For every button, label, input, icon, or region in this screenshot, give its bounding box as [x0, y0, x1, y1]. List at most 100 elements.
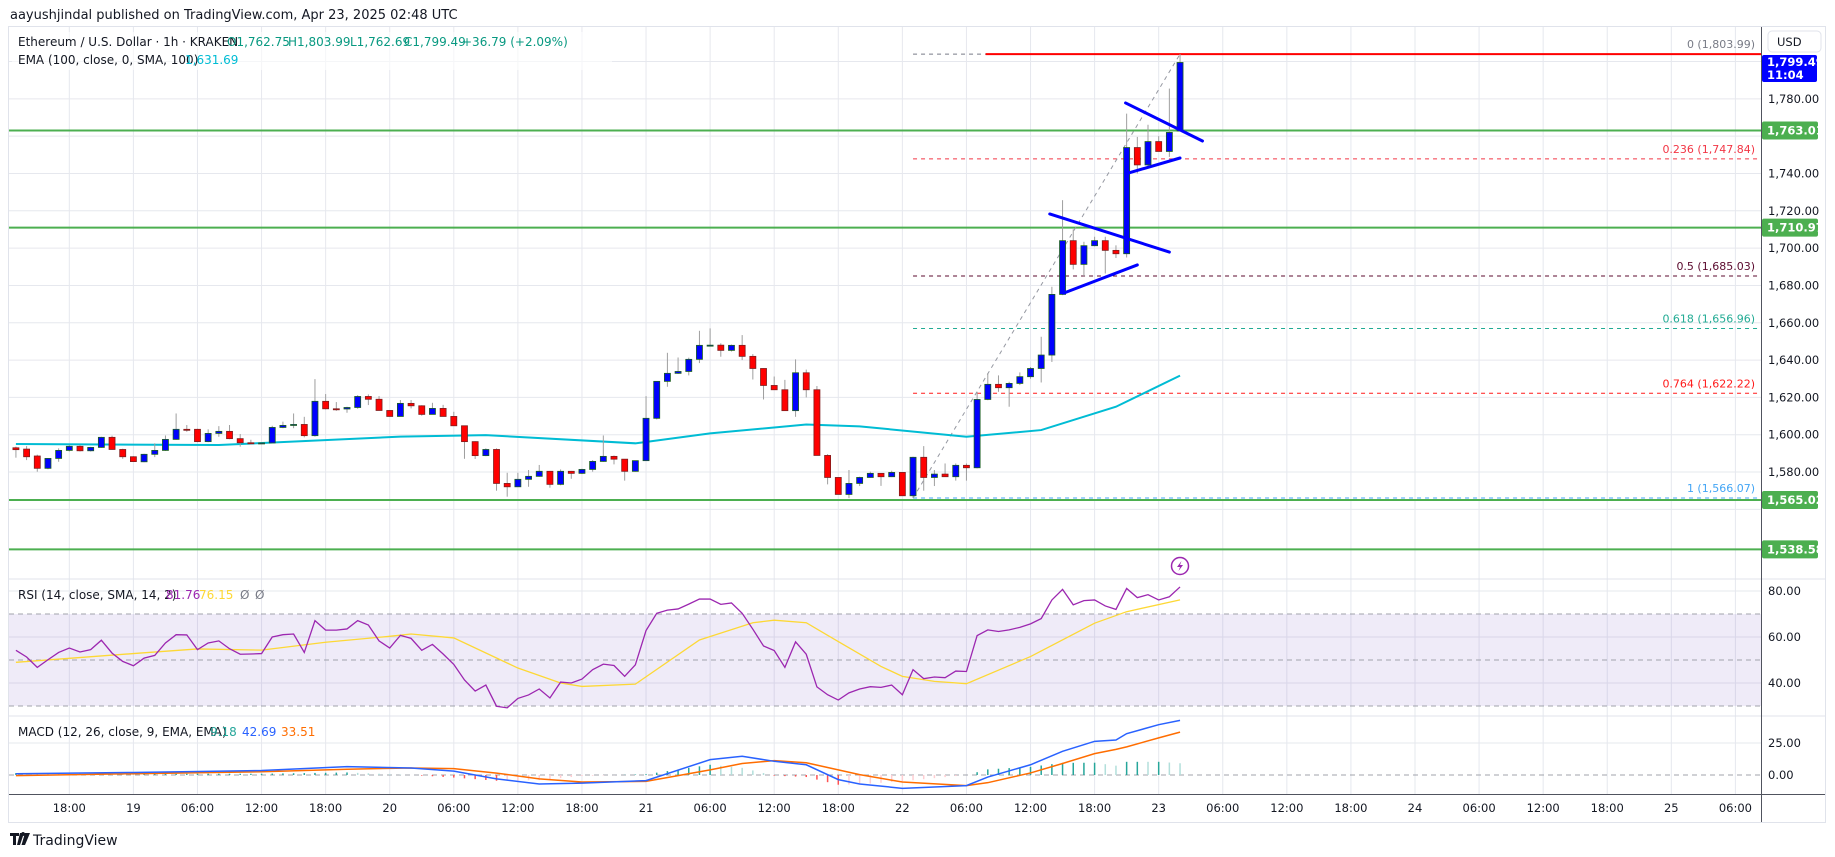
- candle: [984, 373, 992, 401]
- alert-icon[interactable]: [1170, 556, 1190, 576]
- macd-label[interactable]: MACD (12, 26, close, 9, EMA, EMA): [18, 725, 227, 739]
- triangle-pattern-line[interactable]: [1062, 263, 1139, 295]
- candle-body: [578, 469, 586, 474]
- candle: [450, 411, 458, 427]
- candle: [97, 436, 105, 448]
- candle: [610, 455, 618, 465]
- fib-trend-line[interactable]: [912, 53, 1181, 499]
- candle: [183, 425, 191, 432]
- time-tick-label: 24: [1408, 801, 1423, 815]
- candle: [824, 454, 831, 485]
- candle-body: [226, 430, 233, 440]
- candle: [706, 328, 714, 347]
- candle-body: [973, 399, 981, 469]
- macd-pane[interactable]: [9, 719, 1761, 790]
- triangle-pattern-line[interactable]: [1127, 156, 1182, 175]
- candle: [1165, 88, 1173, 157]
- rsi-band-lines: [9, 613, 1761, 707]
- rsi-pane[interactable]: [15, 586, 1181, 709]
- candle-body: [33, 455, 41, 469]
- candle: [503, 472, 511, 497]
- price-pane[interactable]: 0 (1,803.99) 0.236 (1,747.84) 0.5 (1,685.0…: [9, 38, 1761, 551]
- candle-body: [1144, 141, 1152, 166]
- candle-body: [674, 371, 682, 374]
- time-tick-label: 12:00: [1270, 801, 1303, 815]
- candle: [311, 379, 319, 437]
- candle-body: [97, 436, 105, 448]
- candle: [204, 429, 212, 443]
- candle: [140, 453, 148, 463]
- time-tick-label: 06:00: [694, 801, 727, 815]
- candle-body: [364, 396, 372, 400]
- time-tick-label: 12:00: [758, 801, 791, 815]
- candle: [354, 395, 362, 409]
- price-tick-label: 1,720.00: [1768, 204, 1819, 218]
- candle: [738, 335, 746, 361]
- triangle-pattern-line[interactable]: [1048, 212, 1171, 254]
- macd-axis[interactable]: 25.00 0.00: [1768, 736, 1801, 782]
- candle: [194, 428, 201, 443]
- macd-legend[interactable]: MACD (12, 26, close, 9, EMA, EMA) 9.18 4…: [18, 725, 315, 739]
- tradingview-logo[interactable]: TradingView: [10, 832, 118, 849]
- candle: [33, 454, 41, 472]
- candle-body: [1048, 294, 1056, 356]
- candle: [226, 425, 233, 440]
- macd-tick-label: 0.00: [1768, 768, 1794, 782]
- candle: [834, 477, 842, 495]
- candle-body: [1165, 132, 1173, 152]
- currency-button[interactable]: USD: [1767, 30, 1822, 53]
- candle: [23, 446, 31, 461]
- ema-label[interactable]: EMA (100, close, 0, SMA, 100): [18, 53, 198, 67]
- fib-label: 0.5 (1,685.03): [1676, 260, 1755, 273]
- symbol-legend[interactable]: Ethereum / U.S. Dollar · 1h · KRAKEN O1,…: [18, 35, 568, 49]
- rsi-extra-2: Ø: [255, 588, 264, 602]
- symbol-name[interactable]: Ethereum / U.S. Dollar · 1h · KRAKEN: [18, 35, 238, 49]
- candle-body: [236, 438, 244, 444]
- rsi-label[interactable]: RSI (14, close, SMA, 14, 2): [18, 588, 176, 602]
- candle-body: [610, 455, 618, 460]
- candle: [55, 448, 63, 462]
- candle: [439, 404, 447, 417]
- candle: [1037, 336, 1045, 383]
- candle-body: [642, 417, 650, 462]
- ema-legend[interactable]: EMA (100, close, 0, SMA, 100) 1,631.69: [18, 53, 238, 67]
- candle: [995, 375, 1002, 392]
- candle: [471, 441, 479, 459]
- candle-body: [55, 450, 63, 459]
- candle: [322, 394, 330, 410]
- candle-body: [396, 402, 404, 417]
- price-tick-label: 1,580.00: [1768, 465, 1819, 479]
- candle: [952, 463, 960, 481]
- candle-body: [471, 441, 479, 457]
- time-tick-label: 18:00: [1591, 801, 1624, 815]
- rsi-legend[interactable]: RSI (14, close, SMA, 14, 2) 81.76 76.15 …: [18, 588, 264, 602]
- time-tick-label: 18:00: [1334, 801, 1367, 815]
- candle: [247, 439, 255, 445]
- candle-body: [792, 372, 799, 412]
- candle: [941, 463, 949, 478]
- time-tick-label: 18:00: [822, 801, 855, 815]
- candle: [1080, 241, 1088, 277]
- fib-label: 0.764 (1,622.22): [1662, 377, 1755, 390]
- price-level-tag: 1,763.01: [1762, 121, 1824, 140]
- candle-body: [12, 447, 20, 451]
- price-tick-label: 1,700.00: [1768, 241, 1819, 255]
- time-tick-label: 12:00: [501, 801, 534, 815]
- price-axis[interactable]: 1,780.00 1,740.00 1,720.00 1,700.00 1,680.00…: [1762, 92, 1824, 559]
- candle: [258, 442, 265, 445]
- candle: [749, 354, 757, 380]
- triangle-pattern-line[interactable]: [1124, 101, 1204, 143]
- candle-body: [760, 368, 767, 386]
- rsi-axis[interactable]: 80.00 60.00 40.00: [1768, 584, 1801, 690]
- candle: [386, 410, 394, 417]
- time-axis[interactable]: 18:00 19 06:00 12:00 18:00 20 06:00 12:00 18:00 2…: [53, 801, 1752, 815]
- price-level-tag-text: 1,565.02: [1767, 493, 1824, 507]
- candle-body: [343, 407, 351, 410]
- candle-body: [172, 428, 180, 440]
- tradingview-logo-icon: [10, 832, 30, 845]
- candle: [770, 376, 778, 391]
- candle: [696, 330, 703, 364]
- candle-body: [567, 470, 575, 474]
- candle: [418, 405, 426, 416]
- tradingview-logo-text: TradingView: [32, 833, 118, 849]
